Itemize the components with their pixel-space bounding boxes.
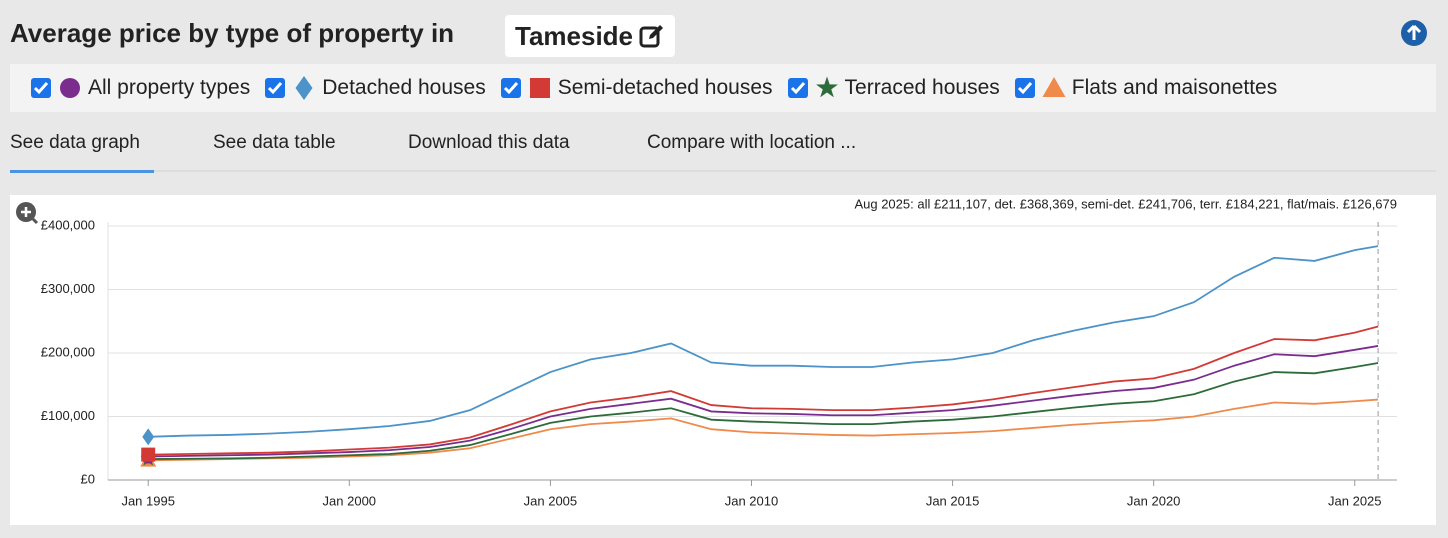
annotation: Aug 2025: all £211,107, det. £368,369, s… bbox=[854, 196, 1397, 211]
checkmark bbox=[503, 82, 518, 95]
tab[interactable]: See data table bbox=[213, 132, 336, 153]
series-line bbox=[148, 245, 1379, 438]
checkmark bbox=[1017, 82, 1032, 95]
series-line bbox=[148, 345, 1379, 458]
start-marker bbox=[141, 447, 156, 462]
location-selector[interactable]: Tameside bbox=[505, 15, 676, 57]
legend-label: Terraced houses bbox=[844, 76, 1000, 99]
checkbox[interactable] bbox=[264, 77, 286, 99]
x-tick-label: Jan 2010 bbox=[725, 493, 779, 508]
y-tick-label: £200,000 bbox=[41, 344, 95, 359]
start-marker bbox=[142, 428, 155, 446]
legend: All property types Detached houses Semi-de… bbox=[10, 64, 1436, 112]
legend-item: Flats and maisonettes bbox=[1014, 75, 1277, 101]
checkbox[interactable] bbox=[1014, 77, 1036, 99]
legend-item: All property types bbox=[30, 75, 250, 101]
tab-rule bbox=[10, 170, 1436, 172]
y-tick-label: £100,000 bbox=[41, 408, 95, 423]
scroll-up-button[interactable] bbox=[1400, 19, 1428, 47]
legend-symbol bbox=[815, 76, 838, 98]
x-tick-label: Jan 2020 bbox=[1127, 493, 1181, 508]
checkbox[interactable] bbox=[787, 77, 809, 99]
legend-symbol bbox=[529, 78, 550, 98]
y-tick-label: £300,000 bbox=[41, 281, 95, 296]
series-line bbox=[148, 362, 1379, 460]
x-tick-label: Jan 2005 bbox=[524, 493, 578, 508]
checkmark bbox=[790, 82, 805, 95]
legend-marker bbox=[1042, 77, 1066, 97]
legend-item: Detached houses bbox=[264, 75, 486, 101]
page-title: Average price by type of property in bbox=[10, 18, 455, 48]
series-line bbox=[148, 325, 1379, 456]
series-line bbox=[148, 398, 1379, 462]
legend-marker bbox=[529, 78, 550, 98]
x-tick-label: Jan 2015 bbox=[926, 493, 980, 508]
checkmark bbox=[33, 82, 49, 95]
legend-marker bbox=[60, 78, 80, 98]
location-name: Tameside bbox=[515, 21, 634, 51]
checkbox[interactable] bbox=[30, 77, 52, 99]
legend-item: Terraced houses bbox=[787, 75, 1000, 101]
legend-label: Semi-detached houses bbox=[557, 76, 773, 99]
zoom-icon[interactable] bbox=[16, 202, 39, 225]
x-tick-label: Jan 2025 bbox=[1328, 493, 1382, 508]
legend-symbol bbox=[295, 76, 313, 100]
tab[interactable]: See data graph bbox=[10, 132, 140, 153]
legend-symbol bbox=[1042, 77, 1066, 97]
chart-background bbox=[10, 195, 1436, 525]
y-tick-label: £0 bbox=[81, 471, 95, 486]
tab[interactable]: Download this data bbox=[408, 132, 570, 153]
checkbox[interactable] bbox=[500, 77, 522, 99]
x-tick-label: Jan 1995 bbox=[121, 493, 175, 508]
legend-item: Semi-detached houses bbox=[500, 75, 773, 101]
tab[interactable]: Compare with location ... bbox=[647, 132, 857, 153]
legend-marker bbox=[815, 76, 838, 98]
legend-label: Flats and maisonettes bbox=[1071, 76, 1278, 99]
edit-icon bbox=[639, 25, 664, 48]
y-tick-label: £400,000 bbox=[41, 217, 95, 232]
legend-label: Detached houses bbox=[322, 76, 486, 99]
legend-marker bbox=[295, 76, 313, 100]
active-tab-underline bbox=[10, 170, 154, 173]
x-tick-label: Jan 2000 bbox=[323, 493, 377, 508]
checkmark bbox=[268, 82, 283, 95]
legend-label: All property types bbox=[88, 76, 251, 99]
legend-symbol bbox=[60, 78, 80, 98]
